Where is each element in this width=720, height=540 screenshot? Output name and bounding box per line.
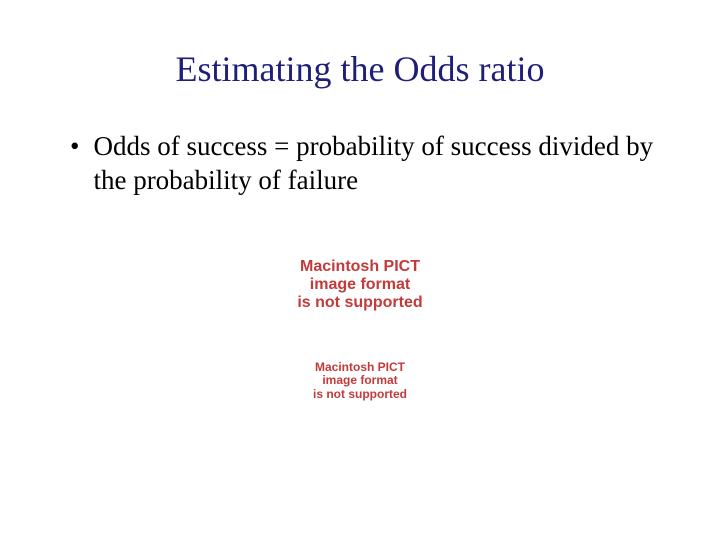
pict-line: image format <box>0 276 720 294</box>
pict-line: image format <box>0 374 720 388</box>
pict-line: Macintosh PICT <box>0 258 720 276</box>
pict-line: is not supported <box>0 388 720 402</box>
pict-line: Macintosh PICT <box>0 361 720 375</box>
pict-placeholder-small: Macintosh PICT image format is not suppo… <box>0 361 720 402</box>
bullet-list: • Odds of success = probability of succe… <box>70 130 660 198</box>
pict-line: is not supported <box>0 294 720 312</box>
pict-placeholder-large: Macintosh PICT image format is not suppo… <box>0 258 720 313</box>
slide-title: Estimating the Odds ratio <box>0 48 720 90</box>
bullet-text: Odds of success = probability of success… <box>93 130 660 198</box>
bullet-marker: • <box>70 130 79 162</box>
slide: Estimating the Odds ratio • Odds of succ… <box>0 48 720 540</box>
bullet-item: • Odds of success = probability of succe… <box>70 130 660 198</box>
